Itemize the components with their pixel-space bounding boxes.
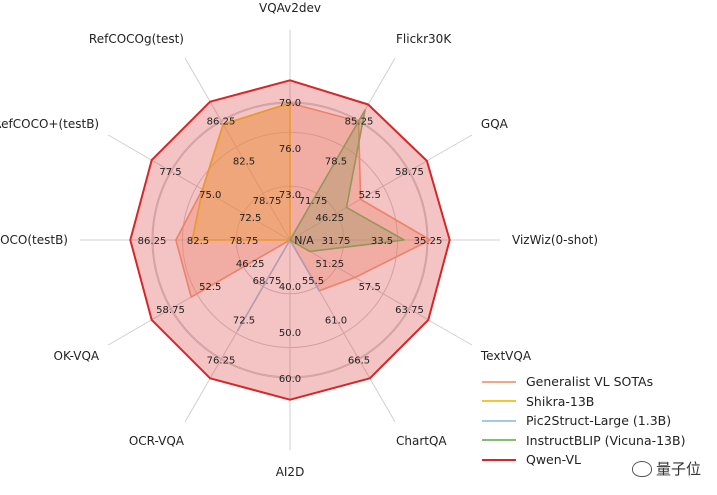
tick-label: 77.5	[159, 167, 181, 178]
tick-label: 76.25	[207, 356, 236, 367]
legend-item-pic2struct-large: Pic2Struct-Large (1.3B)	[482, 411, 712, 431]
legend-item-generalist-vl-sotas: Generalist VL SOTAs	[482, 372, 712, 392]
axis-label: RefCOCO+(testB)	[0, 117, 99, 131]
legend-swatch	[482, 400, 516, 403]
tick-label: 58.75	[395, 167, 424, 178]
wechat-logo-icon	[632, 460, 652, 477]
tick-label: 78.75	[253, 196, 282, 207]
legend-label: Qwen-VL	[526, 452, 581, 468]
legend-swatch	[482, 419, 516, 422]
tick-label: 31.75	[322, 236, 351, 247]
tick-label: 78.5	[325, 156, 347, 167]
tick-label: 58.75	[156, 305, 185, 316]
series-polygon	[129, 79, 451, 401]
axis-label: RefCOCOg(test)	[89, 32, 184, 46]
axis-spoke	[289, 239, 473, 346]
watermark: 量子位	[632, 458, 701, 479]
tick-label: 46.25	[315, 213, 344, 224]
tick-label: 72.5	[239, 213, 261, 224]
legend-label: InstructBLIP (Vicuna-13B)	[526, 432, 686, 448]
center-label: N/A	[294, 234, 314, 247]
tick-label: 35.25	[414, 236, 443, 247]
tick-label: 46.25	[236, 259, 265, 270]
legend: Generalist VL SOTAs Shikra-13B Pic2Struc…	[482, 372, 712, 470]
legend-swatch	[482, 458, 516, 461]
legend-swatch	[482, 380, 516, 383]
tick-label: 63.75	[395, 305, 424, 316]
axis-label: TextVQA	[480, 349, 532, 363]
tick-label: 60.0	[279, 374, 301, 385]
tick-label: 86.25	[138, 236, 167, 247]
tick-label: 78.75	[230, 236, 259, 247]
tick-label: 50.0	[279, 328, 301, 339]
tick-label: 82.5	[187, 236, 209, 247]
tick-label: 51.25	[315, 259, 344, 270]
legend-item-shikra-13b: Shikra-13B	[482, 392, 712, 412]
legend-label: Generalist VL SOTAs	[526, 374, 654, 390]
legend-swatch	[482, 439, 516, 442]
axis-spoke	[184, 57, 291, 241]
series-polygon	[191, 102, 291, 241]
tick-label: 71.75	[299, 196, 328, 207]
axis-label: RefCOCO(testB)	[0, 233, 68, 247]
series-polygon	[289, 109, 405, 253]
tick-label: 73.0	[279, 190, 301, 201]
axis-spoke	[107, 134, 291, 241]
tick-label: 85.25	[345, 117, 374, 128]
tick-label: 52.5	[359, 190, 381, 201]
axis-label: GQA	[481, 117, 509, 131]
tick-label: 52.5	[199, 282, 221, 293]
legend-item-instructblip: InstructBLIP (Vicuna-13B)	[482, 431, 712, 451]
tick-label: 40.0	[279, 282, 301, 293]
watermark-text: 量子位	[656, 460, 702, 478]
axis-label: Flickr30K	[396, 32, 452, 46]
axis-label: VQAv2dev	[259, 1, 321, 15]
legend-label: Pic2Struct-Large (1.3B)	[526, 413, 672, 429]
tick-label: 82.5	[233, 156, 255, 167]
tick-label: 86.25	[207, 117, 236, 128]
tick-label: 57.5	[359, 282, 381, 293]
axis-label: OCR-VQA	[129, 434, 185, 448]
tick-label: 61.0	[325, 316, 347, 327]
tick-label: 75.0	[199, 190, 221, 201]
axis-label: OK-VQA	[54, 349, 100, 363]
tick-label: 76.0	[279, 144, 301, 155]
legend-label: Shikra-13B	[526, 393, 595, 409]
axis-spoke	[289, 134, 473, 241]
axis-label: VizWiz(0-shot)	[512, 233, 598, 247]
axis-label: AI2D	[276, 465, 305, 479]
axis-label: ChartQA	[396, 434, 447, 448]
tick-label: 79.0	[279, 98, 301, 109]
tick-label: 55.5	[302, 276, 324, 287]
tick-label: 66.5	[348, 356, 370, 367]
tick-label: 72.5	[233, 316, 255, 327]
tick-label: 33.5	[371, 236, 393, 247]
legend-item-qwen-vl: Qwen-VL	[482, 450, 712, 470]
tick-label: 68.75	[253, 276, 282, 287]
